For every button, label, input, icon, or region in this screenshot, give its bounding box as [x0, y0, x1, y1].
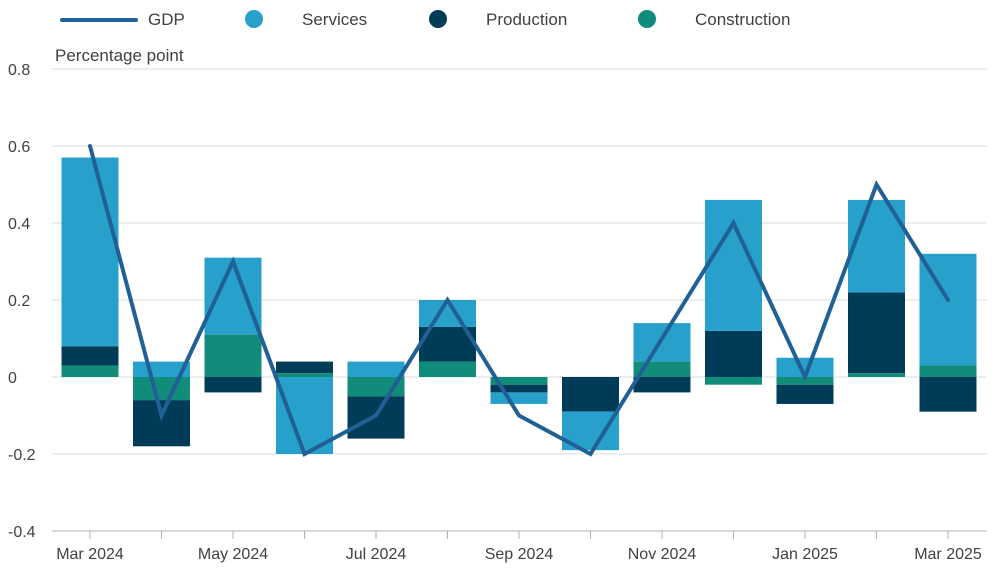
- production-bar: [490, 384, 548, 393]
- x-tick-label: Sep 2024: [485, 546, 554, 563]
- x-tick-label: May 2024: [198, 546, 268, 563]
- gdp-legend-line: [60, 18, 138, 22]
- services-bar: [776, 357, 834, 377]
- production-bar: [276, 361, 333, 374]
- y-tick-label: -0.4: [8, 524, 36, 541]
- services-bar: [276, 377, 333, 454]
- y-tick-label: 0.8: [8, 62, 30, 79]
- construction-legend-marker: [638, 10, 656, 28]
- construction-bar: [705, 377, 762, 385]
- x-tick-label: Jul 2024: [346, 546, 407, 563]
- services-legend-marker: [245, 10, 263, 28]
- y-tick-label: 0.4: [8, 216, 30, 233]
- production-bar: [776, 384, 834, 404]
- services-bar: [633, 323, 691, 362]
- legend-label-construction: Construction: [695, 10, 791, 29]
- production-bar: [133, 400, 190, 447]
- x-tick-label: Nov 2024: [628, 546, 697, 563]
- chart-legend: GDP Services Production Construction: [0, 0, 997, 40]
- bar-series: [61, 157, 977, 454]
- y-tick-label: 0: [8, 370, 17, 387]
- production-legend-marker: [429, 10, 447, 28]
- legend-label-gdp: GDP: [148, 10, 185, 29]
- legend-label-production: Production: [486, 10, 568, 29]
- services-bar: [490, 392, 548, 404]
- production-bar: [61, 346, 119, 366]
- construction-bar: [848, 373, 905, 377]
- construction-bar: [633, 361, 691, 377]
- services-bar: [419, 300, 476, 327]
- construction-bar: [61, 365, 119, 377]
- construction-bar: [133, 377, 190, 401]
- construction-bar: [276, 373, 333, 377]
- construction-bar: [919, 365, 977, 377]
- axes: -0.4 -0.2 0 0.2 0.4 0.6 0.8 Mar 2024 May 2024 Jul…: [8, 62, 987, 563]
- production-bar: [919, 377, 977, 412]
- production-bar: [848, 292, 905, 374]
- production-bar: [562, 377, 619, 412]
- services-bar: [347, 361, 405, 377]
- legend-label-services: Services: [302, 10, 368, 29]
- gdp-line: [88, 144, 950, 457]
- services-bar: [61, 157, 119, 347]
- gridlines: [52, 68, 987, 532]
- services-bar: [204, 257, 262, 335]
- y-tick-label: -0.2: [8, 447, 36, 464]
- y-tick-label: 0.6: [8, 139, 30, 156]
- x-tick-label: Mar 2025: [914, 546, 982, 563]
- y-axis-label: Percentage point: [55, 46, 184, 65]
- x-tick-label: Jan 2025: [772, 546, 838, 563]
- construction-bar: [419, 361, 476, 377]
- production-bar: [633, 377, 691, 393]
- construction-bar: [204, 334, 262, 377]
- production-bar: [204, 377, 262, 393]
- production-bar: [705, 330, 762, 377]
- gdp-line-series: [88, 144, 950, 457]
- x-tick-label: Mar 2024: [56, 546, 124, 563]
- y-tick-label: 0.2: [8, 293, 30, 310]
- construction-bar: [490, 377, 548, 385]
